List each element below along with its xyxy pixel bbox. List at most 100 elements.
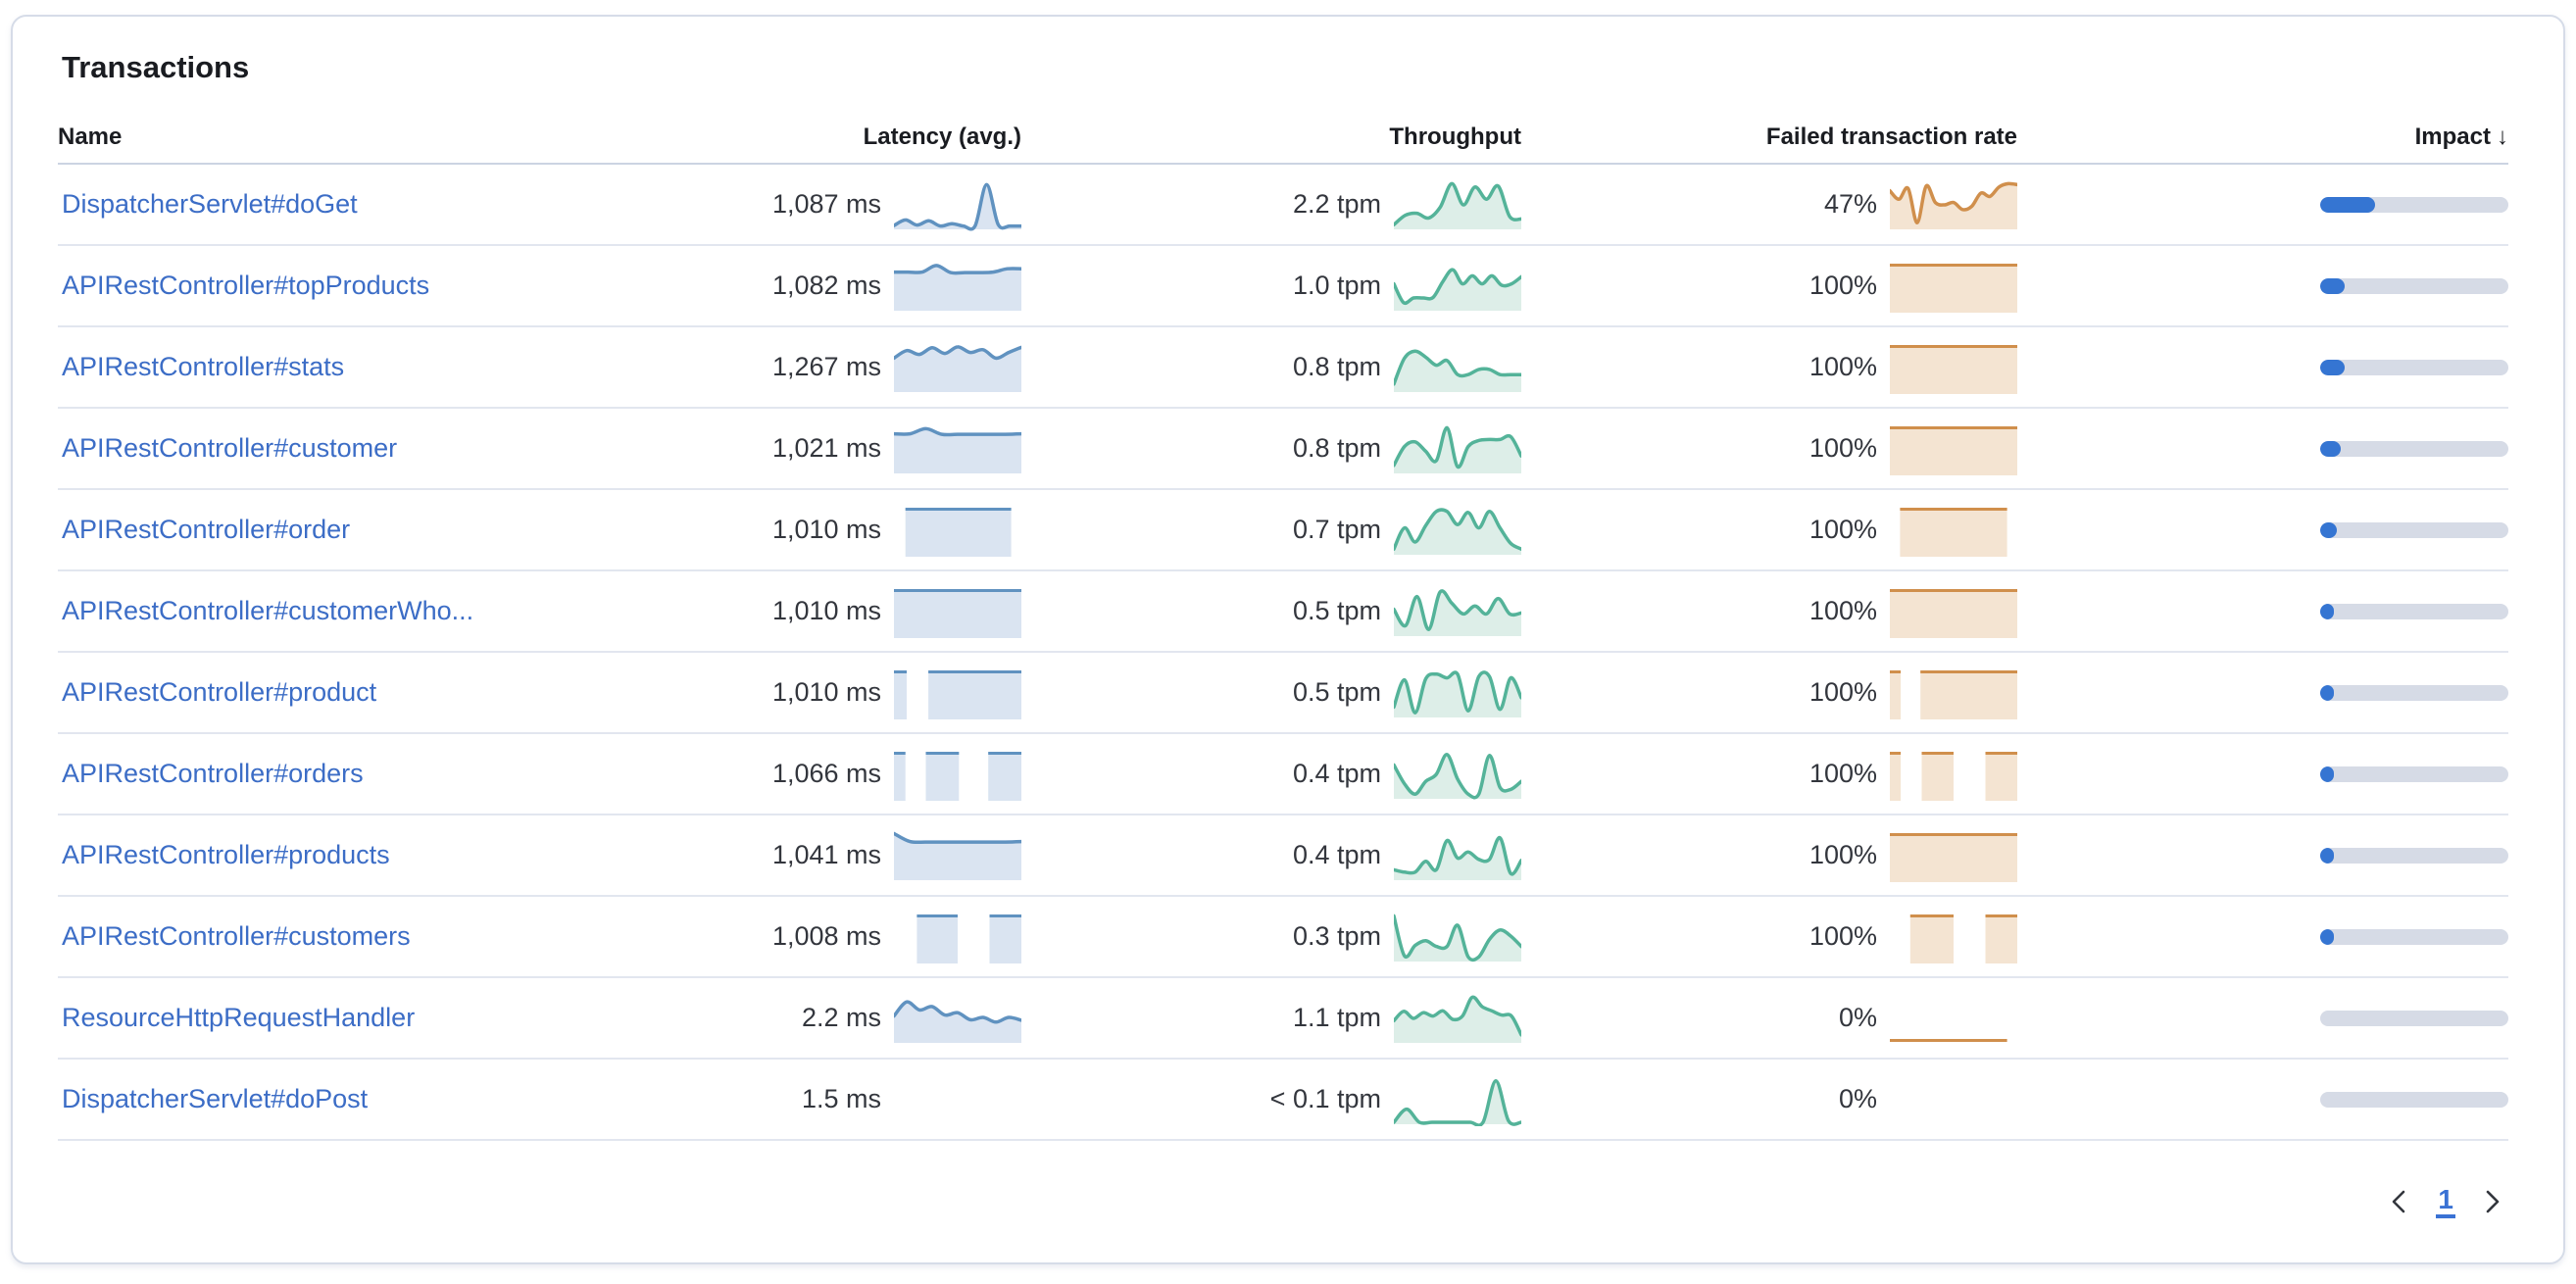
failed-rate-sparkline bbox=[1890, 666, 2017, 719]
page-number-1[interactable]: 1 bbox=[2436, 1185, 2455, 1218]
transaction-name-link[interactable]: APIRestController#order bbox=[62, 515, 351, 544]
impact-bar-fill bbox=[2320, 765, 2334, 782]
previous-page-button[interactable] bbox=[2383, 1185, 2416, 1218]
failed-rate-cell: 100% bbox=[1521, 340, 2017, 394]
latency-sparkline bbox=[894, 340, 1021, 394]
failed-rate-cell: 100% bbox=[1521, 584, 2017, 638]
column-header-failed-rate[interactable]: Failed transaction rate bbox=[1765, 123, 2017, 150]
failed-rate-value: 0% bbox=[1838, 1003, 1877, 1032]
throughput-cell: 0.5 tpm bbox=[1021, 666, 1521, 719]
impact-cell bbox=[2017, 521, 2508, 538]
throughput-cell: < 0.1 tpm bbox=[1021, 1072, 1521, 1126]
table-row: APIRestController#order 1,010 ms 0.7 tpm… bbox=[58, 490, 2508, 571]
throughput-sparkline bbox=[1394, 340, 1521, 394]
throughput-cell: 0.8 tpm bbox=[1021, 421, 1521, 475]
throughput-value: 0.8 tpm bbox=[1292, 352, 1381, 381]
impact-cell bbox=[2017, 277, 2508, 294]
table-row: ResourceHttpRequestHandler 2.2 ms 1.1 tp… bbox=[58, 978, 2508, 1060]
impact-bar bbox=[2320, 1091, 2508, 1108]
impact-bar bbox=[2320, 277, 2508, 294]
throughput-value: 0.7 tpm bbox=[1292, 515, 1381, 544]
transaction-name-link[interactable]: APIRestController#customerWho... bbox=[62, 596, 474, 625]
failed-rate-value: 100% bbox=[1808, 433, 1877, 463]
latency-cell: 1,041 ms bbox=[607, 828, 1021, 882]
column-header-latency[interactable]: Latency (avg.) bbox=[863, 123, 1021, 150]
next-page-button[interactable] bbox=[2475, 1185, 2508, 1218]
table-body: DispatcherServlet#doGet 1,087 ms 2.2 tpm… bbox=[58, 165, 2508, 1141]
column-header-throughput[interactable]: Throughput bbox=[1389, 123, 1521, 150]
throughput-value: 1.0 tpm bbox=[1292, 271, 1381, 300]
throughput-sparkline bbox=[1394, 828, 1521, 882]
throughput-sparkline bbox=[1394, 747, 1521, 801]
impact-cell bbox=[2017, 765, 2508, 782]
impact-bar bbox=[2320, 603, 2508, 619]
failed-rate-sparkline bbox=[1890, 259, 2017, 313]
transaction-name-link[interactable]: DispatcherServlet#doPost bbox=[62, 1084, 369, 1113]
failed-rate-cell: 0% bbox=[1521, 1072, 2017, 1126]
failed-rate-value: 100% bbox=[1808, 515, 1877, 544]
failed-rate-sparkline bbox=[1890, 421, 2017, 475]
failed-rate-value: 100% bbox=[1808, 596, 1877, 625]
latency-sparkline bbox=[894, 666, 1021, 719]
throughput-cell: 0.4 tpm bbox=[1021, 828, 1521, 882]
latency-sparkline bbox=[894, 503, 1021, 557]
failed-rate-sparkline bbox=[1890, 177, 2017, 231]
column-header-impact[interactable]: Impact ↓ bbox=[2017, 123, 2508, 163]
failed-rate-value: 100% bbox=[1808, 840, 1877, 869]
failed-rate-cell: 100% bbox=[1521, 421, 2017, 475]
failed-rate-cell: 100% bbox=[1521, 910, 2017, 963]
column-header-name[interactable]: Name bbox=[58, 123, 123, 150]
latency-value: 1,010 ms bbox=[771, 677, 881, 707]
latency-sparkline bbox=[894, 910, 1021, 963]
latency-cell: 2.2 ms bbox=[607, 991, 1021, 1045]
transaction-name-link[interactable]: APIRestController#product bbox=[62, 677, 377, 707]
transaction-name-link[interactable]: APIRestController#topProducts bbox=[62, 271, 430, 300]
impact-bar bbox=[2320, 684, 2508, 701]
throughput-sparkline bbox=[1394, 259, 1521, 313]
transaction-name-link[interactable]: APIRestController#orders bbox=[62, 759, 364, 788]
name-cell: ResourceHttpRequestHandler bbox=[58, 1003, 607, 1033]
latency-value: 1,021 ms bbox=[771, 433, 881, 463]
impact-bar bbox=[2320, 440, 2508, 457]
failed-rate-cell: 100% bbox=[1521, 828, 2017, 882]
latency-sparkline bbox=[894, 991, 1021, 1045]
impact-cell bbox=[2017, 847, 2508, 864]
transaction-name-link[interactable]: ResourceHttpRequestHandler bbox=[62, 1003, 416, 1032]
throughput-cell: 0.8 tpm bbox=[1021, 340, 1521, 394]
name-cell: APIRestController#customer bbox=[58, 433, 607, 464]
impact-cell bbox=[2017, 684, 2508, 701]
throughput-sparkline bbox=[1394, 177, 1521, 231]
latency-sparkline bbox=[894, 421, 1021, 475]
throughput-sparkline bbox=[1394, 910, 1521, 963]
table-row: APIRestController#customers 1,008 ms 0.3… bbox=[58, 897, 2508, 978]
transaction-name-link[interactable]: APIRestController#stats bbox=[62, 352, 345, 381]
latency-cell: 1,010 ms bbox=[607, 666, 1021, 719]
transaction-name-link[interactable]: APIRestController#products bbox=[62, 840, 390, 869]
throughput-cell: 1.1 tpm bbox=[1021, 991, 1521, 1045]
failed-rate-cell: 100% bbox=[1521, 503, 2017, 557]
name-cell: APIRestController#order bbox=[58, 515, 607, 545]
failed-rate-sparkline bbox=[1890, 1072, 2017, 1126]
throughput-cell: 0.3 tpm bbox=[1021, 910, 1521, 963]
latency-cell: 1,010 ms bbox=[607, 503, 1021, 557]
latency-cell: 1,008 ms bbox=[607, 910, 1021, 963]
chevron-right-icon bbox=[2486, 1190, 2500, 1213]
latency-cell: 1,021 ms bbox=[607, 421, 1021, 475]
latency-sparkline bbox=[894, 747, 1021, 801]
name-cell: APIRestController#topProducts bbox=[58, 271, 607, 301]
throughput-value: 2.2 tpm bbox=[1292, 189, 1381, 219]
throughput-value: 0.3 tpm bbox=[1292, 921, 1381, 951]
failed-rate-cell: 0% bbox=[1521, 991, 2017, 1045]
impact-bar bbox=[2320, 1010, 2508, 1026]
impact-bar bbox=[2320, 928, 2508, 945]
latency-sparkline bbox=[894, 177, 1021, 231]
latency-sparkline bbox=[894, 584, 1021, 638]
transaction-name-link[interactable]: DispatcherServlet#doGet bbox=[62, 189, 358, 219]
table-row: APIRestController#product 1,010 ms 0.5 t… bbox=[58, 653, 2508, 734]
table-row: APIRestController#products 1,041 ms 0.4 … bbox=[58, 815, 2508, 897]
transaction-name-link[interactable]: APIRestController#customer bbox=[62, 433, 398, 463]
transaction-name-link[interactable]: APIRestController#customers bbox=[62, 921, 411, 951]
failed-rate-value: 0% bbox=[1838, 1084, 1877, 1113]
throughput-sparkline bbox=[1394, 991, 1521, 1045]
impact-bar bbox=[2320, 765, 2508, 782]
